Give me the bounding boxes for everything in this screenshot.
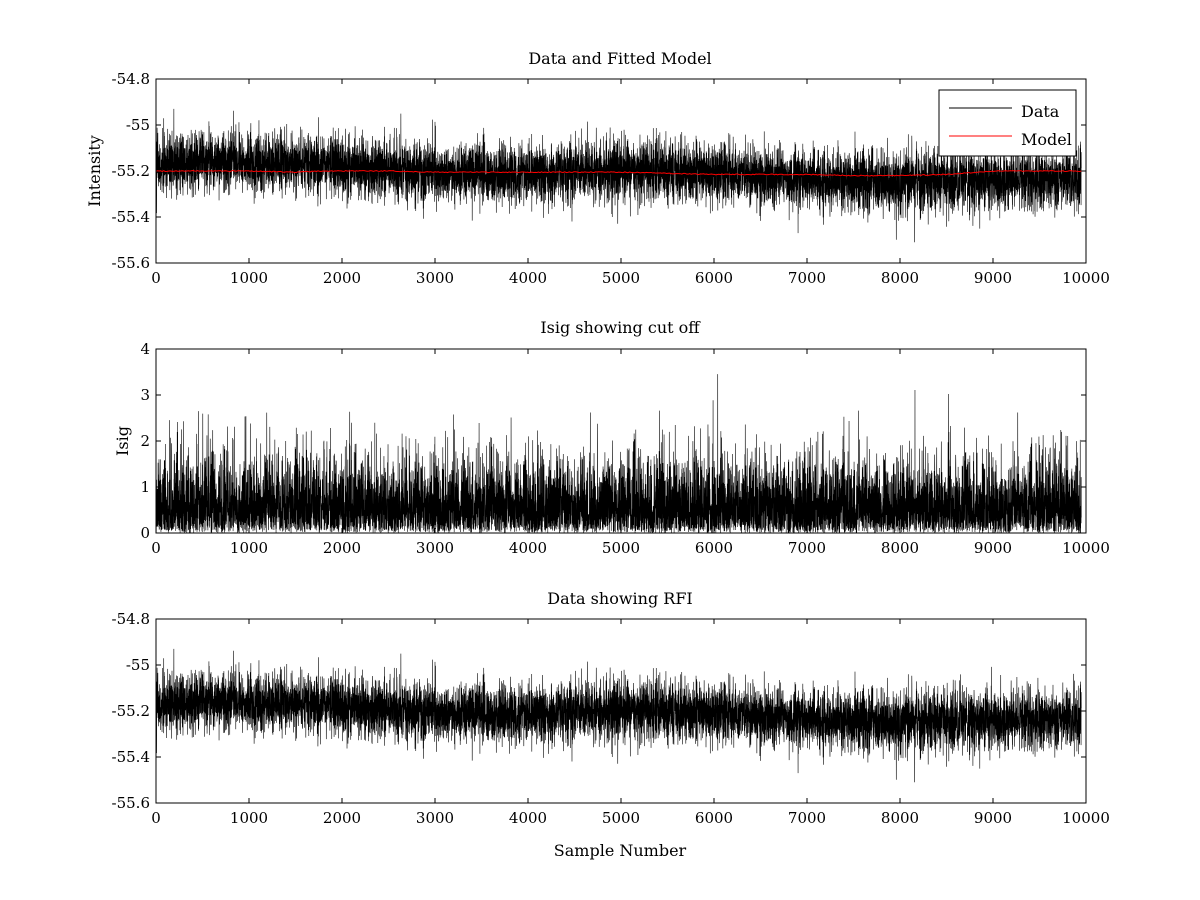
x-tick-label: 7000 [788,809,826,827]
y-tick-label: 3 [140,386,150,404]
x-tick-label: 7000 [788,539,826,557]
x-tick-label: 1000 [230,539,268,557]
model-series-line [156,170,1082,177]
y-tick-label: -55.6 [112,794,150,812]
x-tick-label: 9000 [974,539,1012,557]
x-tick-label: 10000 [1062,809,1110,827]
x-tick-label: 2000 [323,539,361,557]
y-tick-label: -55.4 [112,208,150,226]
data-series-line [156,648,1082,783]
x-tick-label: 0 [151,539,161,557]
y-tick-label: -54.8 [112,610,150,628]
panel-2-plot: 0 1000 2000 3000 4000 5000 6000 7000 8000 9000 100… [140,340,1109,557]
series-group [156,648,1082,783]
y-tick-label: 1 [140,478,150,496]
x-tick-label: 0 [151,809,161,827]
x-tick-label: 7000 [788,269,826,287]
y-tick-label: 4 [140,340,150,358]
panel-2-ylabel: Isig [113,426,132,456]
x-tick-label: 4000 [509,269,547,287]
y-tick-label: 2 [140,432,150,450]
panel-3-plot: 0 1000 2000 3000 4000 5000 6000 7000 8000 9000 100… [112,610,1110,827]
x-tick-label: 2000 [323,269,361,287]
y-tick-label: -55 [126,116,150,134]
legend-box [938,89,1077,157]
x-tick-label: 0 [151,269,161,287]
y-tick-label: -55 [126,656,150,674]
y-tick-label: -54.8 [112,70,150,88]
panel-2: Isig showing cut off Isig 0 1000 2000 3000 4… [113,318,1110,557]
panel-3-xlabel: Sample Number [554,841,687,860]
x-tick-label: 9000 [974,809,1012,827]
x-tick-label: 6000 [695,809,733,827]
legend-model-label: Model [1021,130,1072,149]
axes-frame [155,348,1087,534]
x-tick-label: 10000 [1062,539,1110,557]
y-tick-label: -55.4 [112,748,150,766]
data-series-line [156,374,1082,533]
panel-3-title: Data showing RFI [547,589,692,608]
series-group [156,108,1082,243]
x-tick-label: 6000 [695,539,733,557]
axes-frame [155,618,1087,804]
data-series-line [156,108,1082,243]
x-tick-label: 10000 [1062,269,1110,287]
series-group [156,374,1082,533]
x-tick-label: 5000 [602,809,640,827]
x-tick-label: 9000 [974,269,1012,287]
axes-frame [155,78,1087,264]
legend-data-label: Data [1021,102,1060,121]
x-tick-label: 3000 [416,809,454,827]
x-tick-label: 3000 [416,539,454,557]
x-tick-label: 2000 [323,809,361,827]
x-tick-label: 3000 [416,269,454,287]
x-tick-label: 1000 [230,269,268,287]
x-tick-label: 4000 [509,809,547,827]
x-tick-label: 4000 [509,539,547,557]
y-tick-label: -55.2 [112,702,150,720]
x-tick-label: 5000 [602,269,640,287]
panel-1-ylabel: Intensity [85,135,104,207]
x-tick-label: 5000 [602,539,640,557]
panel-1-title: Data and Fitted Model [528,49,711,68]
y-tick-label: 0 [140,524,150,542]
x-tick-label: 8000 [881,269,919,287]
x-tick-label: 8000 [881,809,919,827]
y-tick-label: -55.2 [112,162,150,180]
panel-3: Data showing RFI 0 1000 2000 3000 4000 5000 60… [112,589,1110,860]
y-tick-label: -55.6 [112,254,150,272]
legend: Data Model [938,89,1077,157]
panel-1-plot: 0 1000 2000 3000 4000 5000 6000 7000 8000 9000 100… [112,70,1110,287]
x-tick-label: 1000 [230,809,268,827]
panel-1: Data and Fitted Model Intensity 0 1000 200… [85,49,1110,287]
x-tick-label: 8000 [881,539,919,557]
x-tick-label: 6000 [695,269,733,287]
panel-2-title: Isig showing cut off [540,318,701,337]
